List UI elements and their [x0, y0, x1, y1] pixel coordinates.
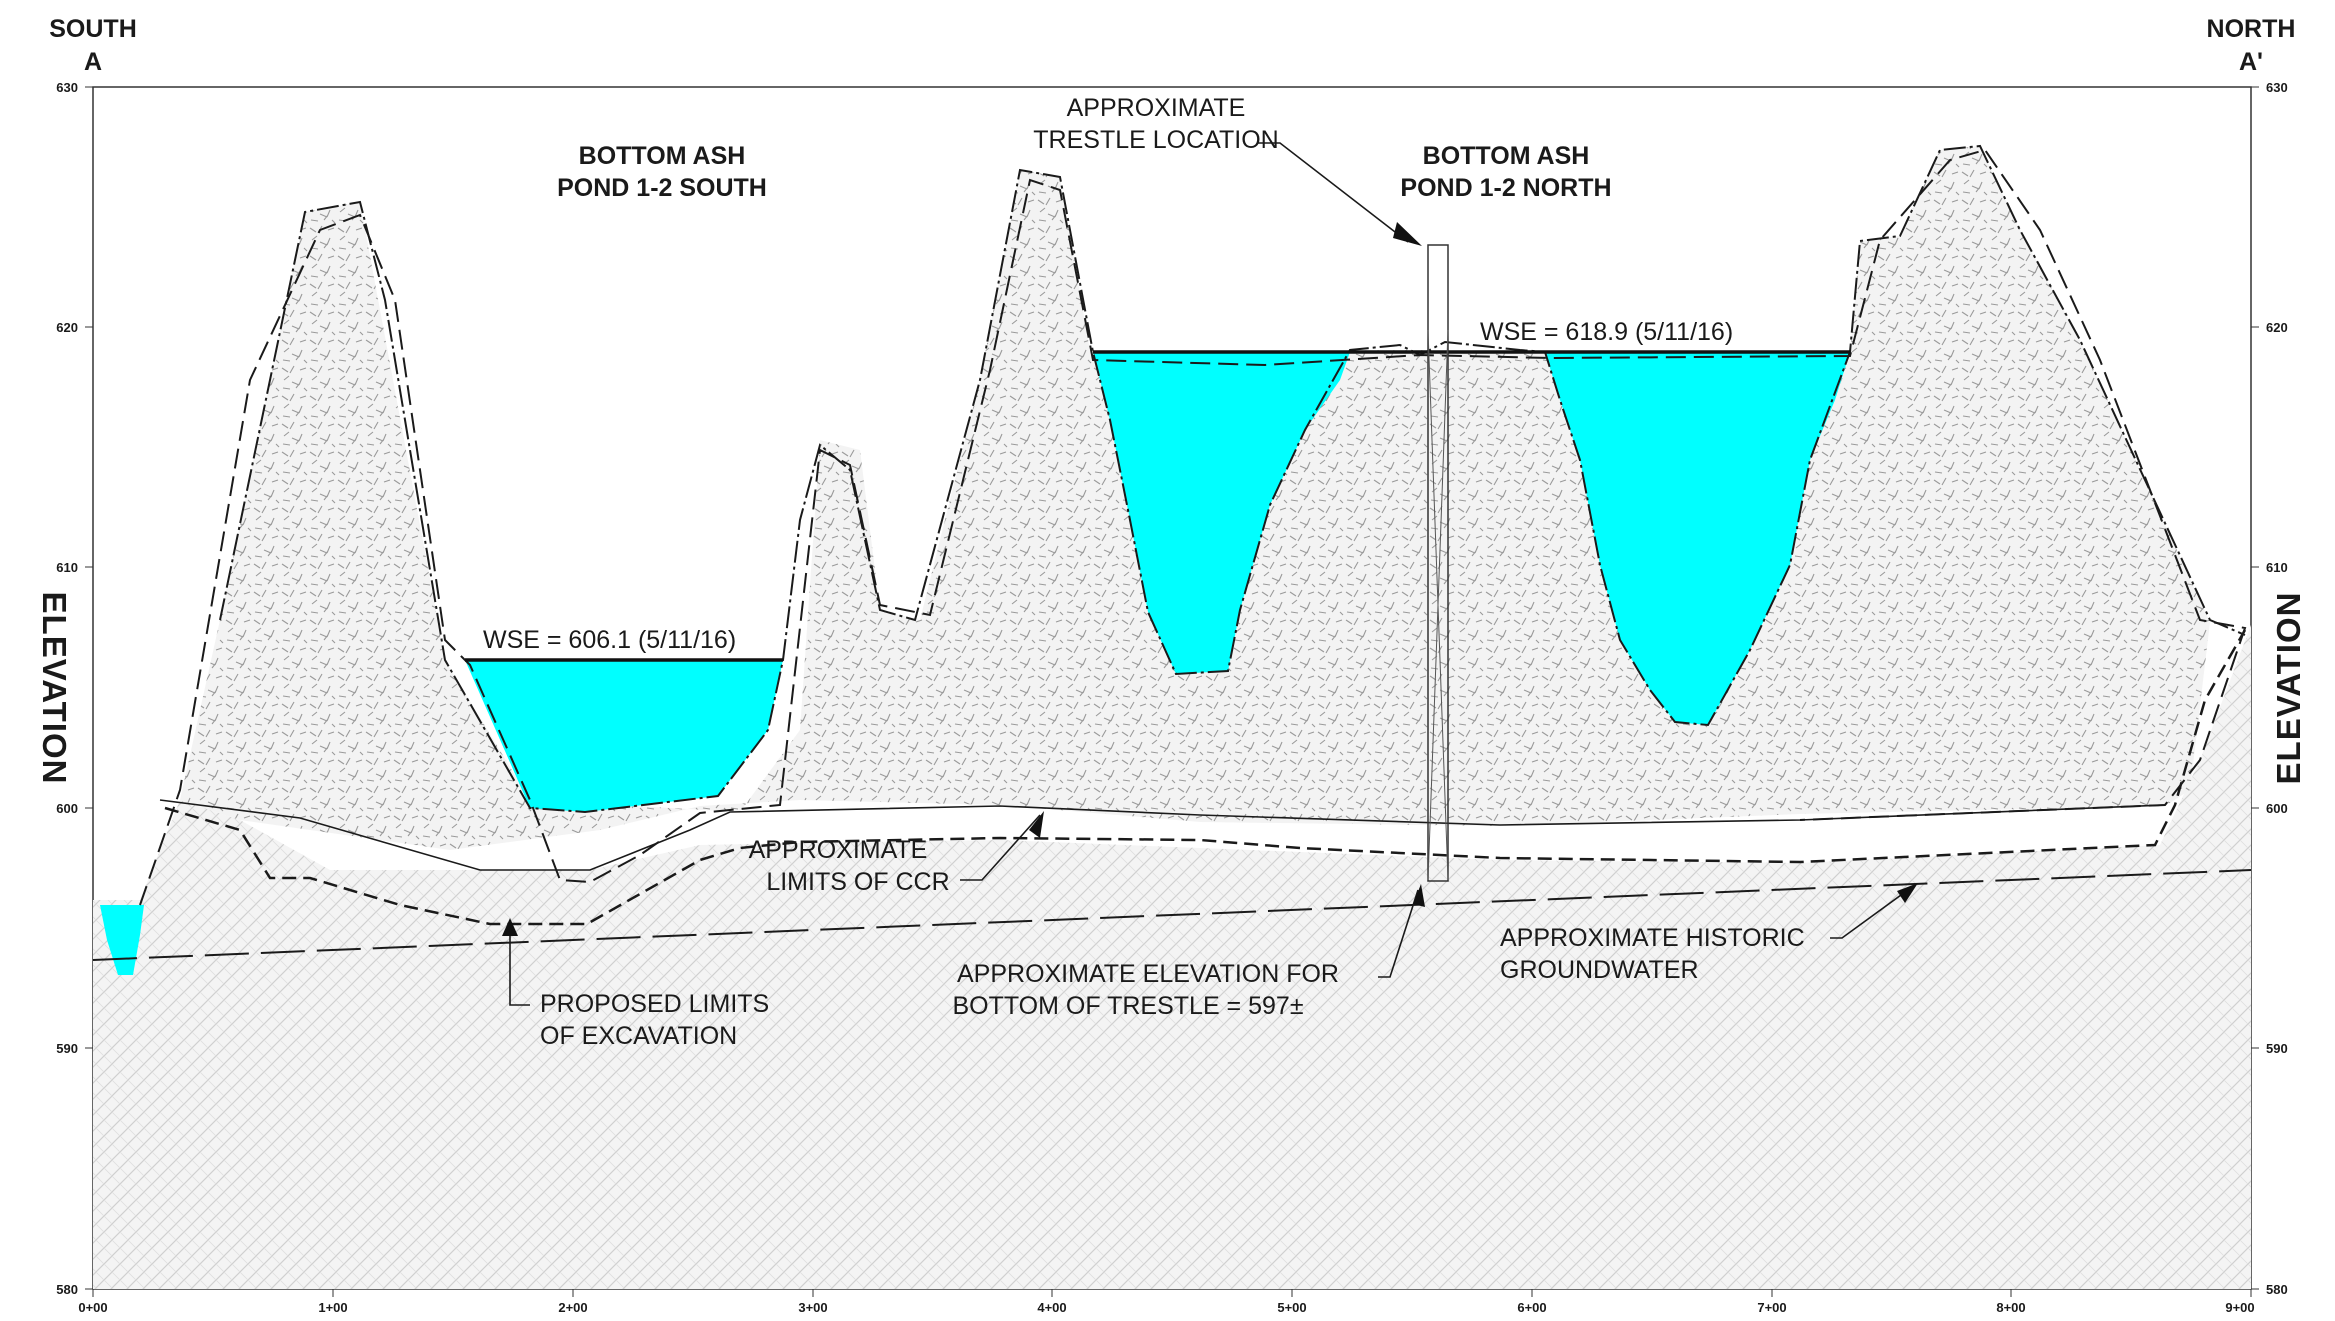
- elevation-labels-right: 630 620 610 600 590 580: [2266, 80, 2288, 1297]
- groundwater-line: [92, 869, 2252, 961]
- trestle-location-note-1: APPROXIMATE: [1067, 94, 1246, 122]
- leader-arrowheads: [502, 222, 1918, 936]
- wse-south-label: WSE = 606.1 (5/11/16): [483, 626, 736, 654]
- elev-tick-620-right: 620: [2266, 320, 2288, 335]
- elev-tick-590-right: 590: [2266, 1041, 2288, 1056]
- elev-tick-600-right: 600: [2266, 801, 2288, 816]
- elev-tick-610-right: 610: [2266, 560, 2288, 575]
- water-south-pond: [465, 660, 783, 812]
- elev-tick-580-left: 580: [56, 1282, 78, 1297]
- station-tick-4: 4+00: [1037, 1300, 1066, 1315]
- pond-south-title-1: BOTTOM ASH: [579, 142, 746, 170]
- elev-tick-610-left: 610: [56, 560, 78, 575]
- south-label: SOUTH: [49, 15, 137, 43]
- station-tick-0: 0+00: [78, 1300, 107, 1315]
- pond-north-title-1: BOTTOM ASH: [1423, 142, 1590, 170]
- station-tick-8: 8+00: [1996, 1300, 2025, 1315]
- elev-tick-580-right: 580: [2266, 1282, 2288, 1297]
- elev-tick-600-left: 600: [56, 801, 78, 816]
- water-north-pond-west: [1093, 352, 1350, 674]
- station-tick-3: 3+00: [798, 1300, 827, 1315]
- station-tick-6: 6+00: [1517, 1300, 1546, 1315]
- elev-tick-590-left: 590: [56, 1041, 78, 1056]
- groundwater-note-1: APPROXIMATE HISTORIC: [1500, 924, 1805, 952]
- excavation-note-1: PROPOSED LIMITS: [540, 990, 769, 1018]
- elevation-tick-marks: [85, 86, 2259, 1290]
- elevation-axis-title-right: ELEVATION: [2270, 592, 2307, 785]
- elevation-labels-left: 630 620 610 600 590 580: [56, 80, 78, 1297]
- trestle-bottom-note-1: APPROXIMATE ELEVATION FOR: [957, 960, 1339, 988]
- station-labels: 0+00 1+00 2+00 3+00 4+00 5+00 6+00 7+00 …: [78, 1300, 2254, 1315]
- ccr-base-line: [159, 799, 2166, 871]
- station-tick-5: 5+00: [1277, 1300, 1306, 1315]
- groundwater-note-2: GROUNDWATER: [1500, 956, 1699, 984]
- station-tick-2: 2+00: [558, 1300, 587, 1315]
- station-tick-7: 7+00: [1757, 1300, 1786, 1315]
- elev-tick-630-left: 630: [56, 80, 78, 95]
- elev-tick-620-left: 620: [56, 320, 78, 335]
- pond-south-title-2: POND 1-2 SOUTH: [557, 174, 767, 202]
- wse-north-label: WSE = 618.9 (5/11/16): [1480, 318, 1733, 346]
- trestle-bottom-note-2: BOTTOM OF TRESTLE = 597±: [952, 992, 1303, 1020]
- ccr-limits-note-1: APPROXIMATE: [749, 836, 928, 864]
- station-tick-1: 1+00: [318, 1300, 347, 1315]
- native-soil-zone: [93, 625, 2251, 1289]
- north-label: NORTH: [2207, 15, 2296, 43]
- water-north-pond-east: [1545, 352, 1850, 725]
- proposed-excavation-line: [139, 148, 2247, 906]
- trestle-structure: [1427, 244, 1449, 882]
- station-tick-9: 9+00: [2225, 1300, 2254, 1315]
- pond-north-title-2: POND 1-2 NORTH: [1400, 174, 1611, 202]
- section-end-label: A': [2239, 48, 2263, 76]
- ccr-limits-note-2: LIMITS OF CCR: [766, 868, 949, 896]
- elev-tick-630-right: 630: [2266, 80, 2288, 95]
- trestle-location-note-2: TRESTLE LOCATION: [1033, 126, 1278, 154]
- station-tick-marks: [92, 1289, 2252, 1297]
- elevation-axis-title-left: ELEVATION: [36, 592, 73, 785]
- ccr-limits-line: [164, 629, 2247, 926]
- excavation-note-2: OF EXCAVATION: [540, 1022, 737, 1050]
- leader-lines: [509, 142, 1913, 1006]
- section-start-label: A: [84, 48, 102, 76]
- existing-ground-line: [219, 144, 2246, 814]
